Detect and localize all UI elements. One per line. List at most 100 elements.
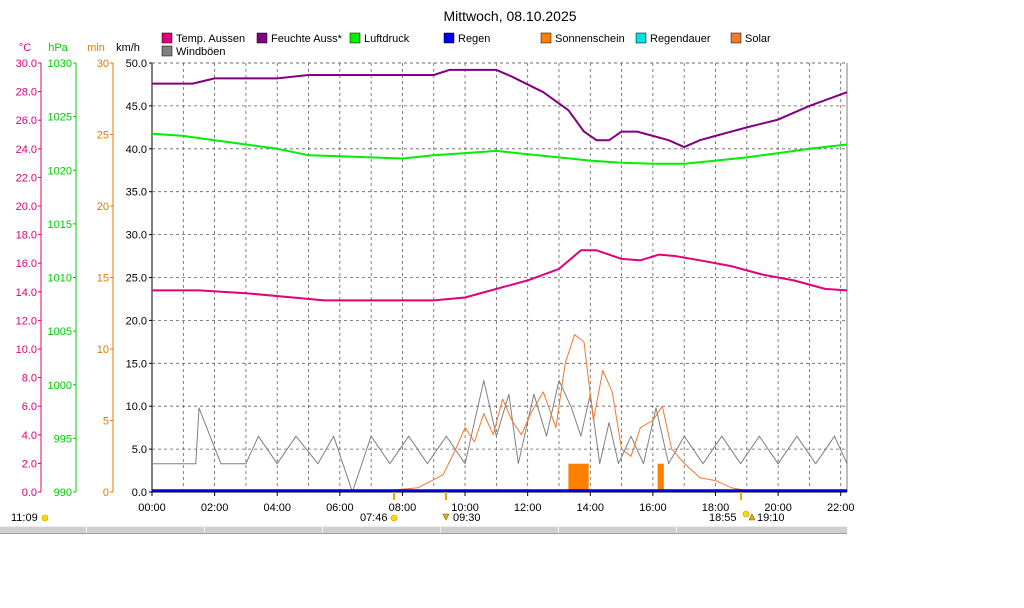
- axis-tick-label: 25: [97, 130, 109, 142]
- x-tick-label: 00:00: [138, 502, 166, 514]
- status-segment: [87, 527, 205, 533]
- legend-swatch: [443, 32, 455, 44]
- axis-tick-label: 28.0: [16, 87, 37, 99]
- axis-tick-label: 20: [97, 201, 109, 213]
- sun-icon: [390, 514, 398, 522]
- axis-tick-label: 18.0: [16, 230, 37, 242]
- axis-tick-label: 25.0: [126, 273, 147, 285]
- series-line-luftdruck: [151, 132, 848, 165]
- axis-tick-label: 20.0: [126, 315, 147, 327]
- status-segment: [0, 527, 87, 533]
- axis-tick-label: 1015: [48, 219, 72, 231]
- axis-tick-label: 0: [103, 487, 109, 499]
- legend-swatch: [349, 32, 361, 44]
- legend-swatch: [540, 32, 552, 44]
- sun-icon: [742, 510, 750, 518]
- axis-tick-label: 16.0: [16, 258, 37, 270]
- legend-swatch: [730, 32, 742, 44]
- axis-unit-label: °C: [19, 42, 31, 54]
- axis-tick-label: 35.0: [126, 187, 147, 199]
- plot-grid: [152, 62, 848, 492]
- x-tick-label: 10:00: [451, 502, 479, 514]
- y-axes: °C 0.0 2.0 4.0 6.0 8.0 10.0 12.0 14.0 16.0 18.0 20.…: [16, 42, 153, 499]
- axis-tick-label: 1010: [48, 273, 72, 285]
- legend-label: Feuchte Auss*: [271, 33, 343, 45]
- x-tick-label: 20:00: [764, 502, 792, 514]
- x-tick-label: 04:00: [263, 502, 291, 514]
- axis-tick-label: 14.0: [16, 287, 37, 299]
- axis-tick-label: 0.0: [132, 487, 147, 499]
- axis-tick-label: 1000: [48, 380, 72, 392]
- axis-tick-label: 1020: [48, 165, 72, 177]
- axis-tick-label: 8.0: [22, 373, 37, 385]
- axis-unit-label: km/h: [116, 42, 140, 54]
- axis-tick-label: 6.0: [22, 401, 37, 413]
- series-line-windb-en: [152, 380, 848, 493]
- series-line-feuchte-auss-: [152, 68, 848, 149]
- axis-tick-label: 12.0: [16, 315, 37, 327]
- status-segment: [559, 527, 677, 533]
- sun-icon: [41, 514, 49, 522]
- axis-tick-label: 1025: [48, 112, 72, 124]
- status-bar: [0, 526, 848, 534]
- x-tick-label: 12:00: [514, 502, 542, 514]
- axis-tick-label: 15: [97, 273, 109, 285]
- x-axis: 00:00 02:00 04:00 06:00 08:00 10:00 12:00 14:00…: [138, 492, 855, 514]
- left-time-label: 11:09: [11, 512, 38, 524]
- legend-label: Sonnenschein: [555, 33, 625, 45]
- axis-tick-label: 990: [54, 487, 72, 499]
- status-segment: [441, 527, 559, 533]
- x-tick-label: 18:00: [702, 502, 730, 514]
- legend-swatch: [161, 32, 173, 44]
- legend-label: Solar: [745, 33, 771, 45]
- legend-label: Regendauer: [650, 33, 711, 45]
- x-tick-label: 16:00: [639, 502, 667, 514]
- axis-tick-label: 10: [97, 344, 109, 356]
- axis-tick-label: 30.0: [126, 230, 147, 242]
- chart-legend: Temp. Aussen Feuchte Auss* Luftdruck Regen S…: [161, 32, 771, 58]
- sun-moon-markers: 11:09 07:46 09:30 18:55 19:10: [11, 492, 785, 524]
- legend-swatch: [161, 45, 173, 57]
- axis-tick-label: 20.0: [16, 201, 37, 213]
- axis-tick-label: 50.0: [126, 58, 147, 70]
- axis-tick-label: 45.0: [126, 101, 147, 113]
- axis-tick-label: 30: [97, 58, 109, 70]
- legend-swatch: [256, 32, 268, 44]
- axis-tick-label: 0.0: [22, 487, 37, 499]
- axis-tick-label: 1005: [48, 326, 72, 338]
- x-tick-label: 08:00: [389, 502, 417, 514]
- axis-tick-label: 1030: [48, 58, 72, 70]
- axis-tick-label: 4.0: [22, 430, 37, 442]
- axis-tick-label: 5.0: [132, 444, 147, 456]
- axis-tick-label: 995: [54, 433, 72, 445]
- legend-label: Luftdruck: [364, 33, 410, 45]
- chart-title: Mittwoch, 08.10.2025: [443, 8, 576, 24]
- axis-tick-label: 24.0: [16, 144, 37, 156]
- status-segment: [205, 527, 323, 533]
- status-segment: [323, 527, 441, 533]
- series-line-solar: [386, 334, 747, 492]
- axis-tick-label: 30.0: [16, 58, 37, 70]
- legend-label: Regen: [458, 33, 490, 45]
- legend-label: Windböen: [176, 46, 226, 58]
- axis-tick-label: 10.0: [126, 401, 147, 413]
- axis-tick-label: 2.0: [22, 458, 37, 470]
- series-line-temp-aussen: [152, 249, 848, 302]
- x-tick-label: 06:00: [326, 502, 354, 514]
- axis-tick-label: 15.0: [126, 358, 147, 370]
- x-tick-label: 22:00: [827, 502, 855, 514]
- axis-unit-label: min: [87, 42, 105, 54]
- status-segment: [677, 527, 848, 533]
- moonrise-label: 19:10: [757, 512, 785, 524]
- axis-tick-label: 40.0: [126, 144, 147, 156]
- sunshine-bar: [568, 463, 589, 492]
- arrow-up-icon: [748, 513, 756, 521]
- legend-label: Temp. Aussen: [176, 33, 245, 45]
- axis-unit-label: hPa: [48, 42, 68, 54]
- arrow-down-icon: [442, 513, 450, 521]
- sunshine-bar: [657, 463, 664, 492]
- plot-area: [151, 68, 848, 493]
- axis-tick-label: 22.0: [16, 172, 37, 184]
- x-tick-label: 14:00: [577, 502, 605, 514]
